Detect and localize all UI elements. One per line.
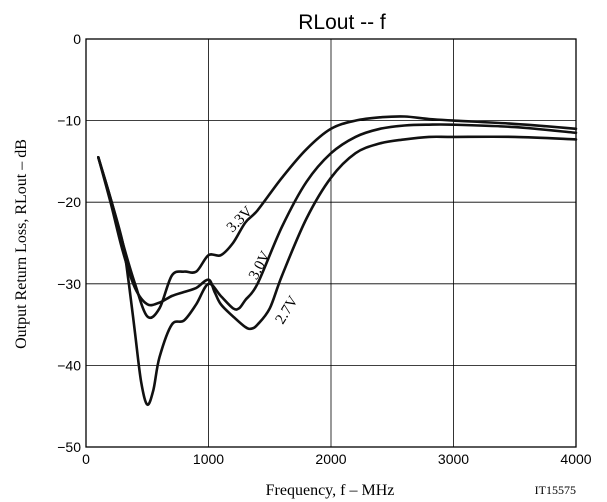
y-tick-label: −20 [57, 194, 81, 210]
x-axis-label: Frequency, f – MHz [266, 482, 395, 499]
y-tick-label: −30 [57, 276, 81, 292]
series-line-2-7v [97, 135, 578, 331]
x-tick-label: 2000 [315, 451, 346, 467]
plot-frame [85, 38, 577, 448]
x-tick-label: 0 [82, 451, 90, 467]
figure-id: IT15575 [535, 483, 576, 497]
y-tick-label: −10 [57, 113, 81, 129]
x-tick-label: 3000 [438, 451, 469, 467]
tick-labels: 0 1000 2000 3000 4000 0 −10 −20 −30 −40 −50 [57, 31, 592, 467]
y-axis-label: Output Return Loss, RLout – dB [13, 139, 30, 349]
x-tick-label: 1000 [193, 451, 224, 467]
curve-label-3-3v: 3.3V [224, 204, 256, 236]
chart-title: RLout -- f [298, 11, 386, 34]
series-line-3-0v [97, 123, 578, 406]
x-tick-label: 4000 [560, 451, 591, 467]
grid [85, 38, 577, 448]
series-lines [97, 115, 578, 406]
y-tick-label: 0 [73, 31, 81, 47]
y-tick-label: −50 [57, 439, 81, 455]
series-line-3-3v [97, 115, 578, 320]
curve-label-2-7v: 2.7V [273, 293, 302, 327]
y-tick-label: −40 [57, 357, 81, 373]
